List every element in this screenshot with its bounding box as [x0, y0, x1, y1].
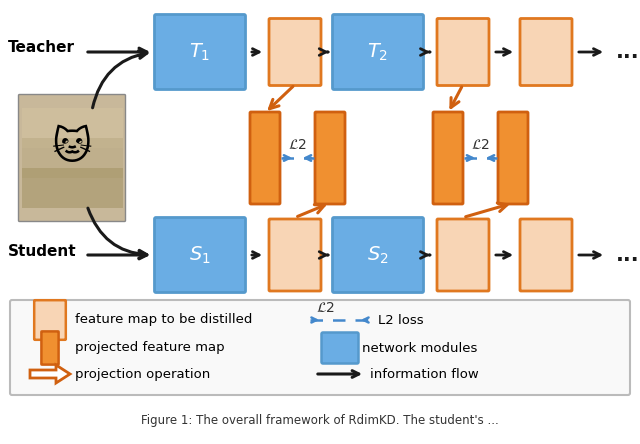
Text: Student: Student	[8, 243, 77, 258]
Text: $T_1$: $T_1$	[189, 41, 211, 63]
Text: L2 loss: L2 loss	[378, 313, 424, 326]
FancyBboxPatch shape	[42, 331, 59, 365]
FancyBboxPatch shape	[433, 112, 463, 204]
FancyBboxPatch shape	[333, 218, 424, 293]
Text: feature map to be distilled: feature map to be distilled	[75, 313, 252, 326]
Text: 🐱: 🐱	[52, 129, 92, 167]
Text: $T_2$: $T_2$	[367, 41, 388, 63]
FancyBboxPatch shape	[19, 95, 125, 222]
Bar	[22, 108, 122, 148]
FancyBboxPatch shape	[154, 218, 246, 293]
FancyBboxPatch shape	[315, 112, 345, 204]
FancyBboxPatch shape	[520, 219, 572, 291]
FancyBboxPatch shape	[437, 219, 489, 291]
Text: $S_2$: $S_2$	[367, 244, 389, 266]
Text: $\mathcal{L}2$: $\mathcal{L}2$	[471, 138, 490, 152]
FancyBboxPatch shape	[437, 19, 489, 86]
FancyArrow shape	[30, 365, 70, 383]
Text: $\mathcal{L}2$: $\mathcal{L}2$	[288, 138, 307, 152]
Text: $\mathcal{L}2$: $\mathcal{L}2$	[316, 301, 335, 315]
FancyBboxPatch shape	[10, 300, 630, 395]
FancyBboxPatch shape	[34, 300, 66, 340]
FancyBboxPatch shape	[321, 333, 358, 364]
Text: Figure 1: The overall framework of RdimKD. The student's ...: Figure 1: The overall framework of RdimK…	[141, 413, 499, 427]
Text: network modules: network modules	[362, 341, 477, 354]
FancyBboxPatch shape	[498, 112, 528, 204]
Bar	[22, 168, 122, 208]
Text: projected feature map: projected feature map	[75, 341, 225, 354]
FancyBboxPatch shape	[333, 15, 424, 90]
Text: ...: ...	[616, 42, 639, 62]
FancyBboxPatch shape	[520, 19, 572, 86]
FancyBboxPatch shape	[269, 219, 321, 291]
Text: Teacher: Teacher	[8, 40, 75, 56]
FancyBboxPatch shape	[269, 19, 321, 86]
Bar	[22, 138, 122, 178]
Text: information flow: information flow	[370, 368, 479, 381]
Text: ...: ...	[616, 245, 639, 265]
Text: projection operation: projection operation	[75, 368, 211, 381]
FancyBboxPatch shape	[154, 15, 246, 90]
Text: $S_1$: $S_1$	[189, 244, 211, 266]
FancyBboxPatch shape	[250, 112, 280, 204]
